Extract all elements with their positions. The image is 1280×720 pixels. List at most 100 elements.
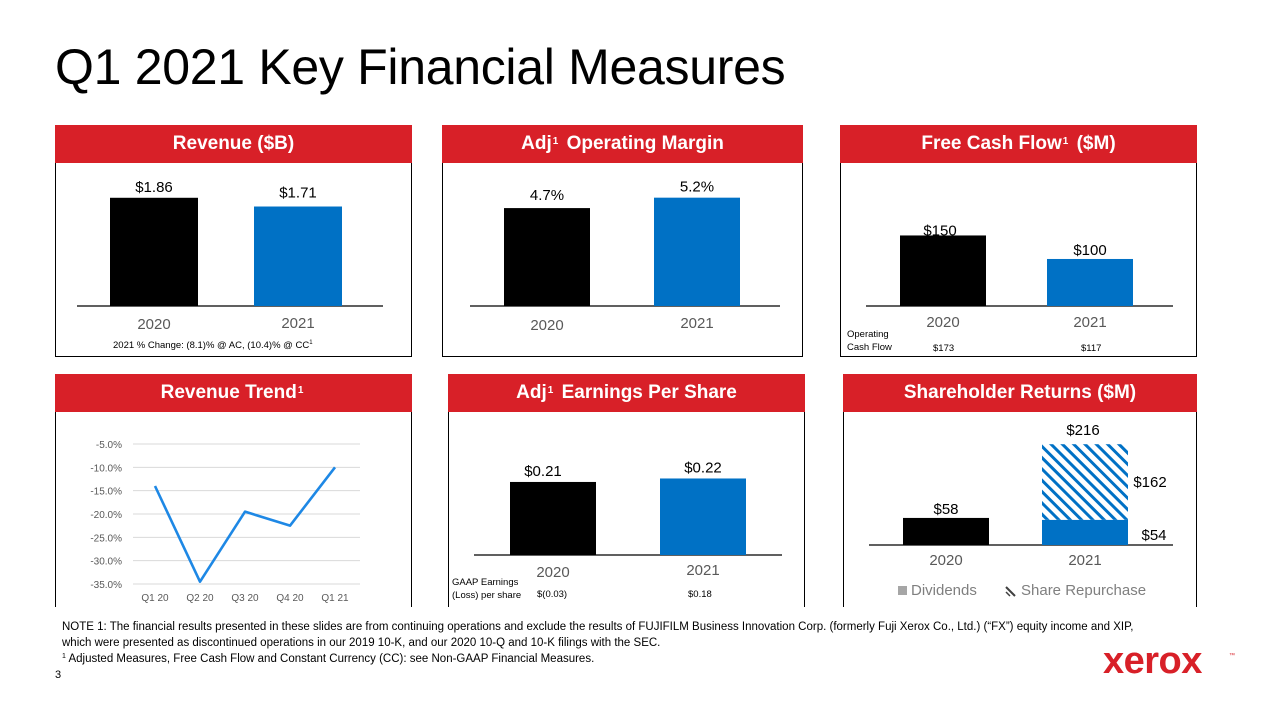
legend-repurchase-swatch xyxy=(1005,585,1016,597)
adj_eps-category-2020: 2020 xyxy=(536,564,569,581)
revenue-trend-panel-header: Revenue Trend 1 xyxy=(55,374,412,412)
adj-eps-panel-body xyxy=(448,412,805,607)
legend-dividends: Dividends xyxy=(898,582,977,599)
note-1-line-1: NOTE 1: The financial results presented … xyxy=(62,621,1134,633)
fcf-row-label-2: Cash Flow xyxy=(847,342,892,353)
revenue-bar-2020 xyxy=(110,197,198,306)
adj_eps-label-2020: $0.21 xyxy=(524,463,562,480)
revenue-panel: Revenue ($B) $1.86 2020 $1.71 2021 2021 % C… xyxy=(55,125,412,357)
revenue-trend-xtick: Q4 20 xyxy=(276,593,304,604)
fcf-bar-2020 xyxy=(900,235,986,306)
footnotes: NOTE 1: The financial results presented … xyxy=(62,619,1242,667)
revenue-chart: $1.86 2020 $1.71 2021 xyxy=(77,179,383,333)
eps-gaap-2020: $(0.03) xyxy=(537,589,568,600)
fcf-panel-body xyxy=(840,163,1197,357)
fcf-op-cf-2020: $173 xyxy=(933,343,955,354)
shareholder-category-2020: 2020 xyxy=(929,552,962,569)
revenue-change-footnote: 2021 % Change: (8.1)% @ AC, (10.4)% @ CC… xyxy=(113,340,313,351)
adj_op_margin-category-2021: 2021 xyxy=(680,315,713,332)
eps-gaap-2021: $0.18 xyxy=(688,589,712,600)
revenue-trend-ytick: -30.0% xyxy=(90,557,122,568)
xerox-logo-tm: ™ xyxy=(1229,653,1235,659)
legend-repurchase: Share Repurchase xyxy=(1005,582,1146,599)
shareholder-chart: 2020 2021 $58 $54 $162 $216 xyxy=(869,422,1173,569)
revenue-trend-ytick: -35.0% xyxy=(90,580,122,591)
fcf-title-pre: Free Cash Flow xyxy=(921,133,1062,154)
eps-row-label-1: GAAP Earnings xyxy=(452,577,519,588)
shareholder-panel-body xyxy=(843,412,1197,607)
fcf-category-2020: 2020 xyxy=(926,314,959,331)
fcf-bar-2021 xyxy=(1047,258,1133,306)
shareholder-dividends-bar-2020 xyxy=(903,517,989,545)
note-2-sup: 1 xyxy=(62,653,66,660)
adj_op_margin-category-2020: 2020 xyxy=(530,317,563,334)
adj_op_margin-label-2020: 4.7% xyxy=(530,187,564,204)
slide-title: Q1 2021 Key Financial Measures xyxy=(55,39,786,95)
fcf-row-label: Operating Cash Flow xyxy=(847,328,892,354)
adj-op-margin-chart: 4.7% 2020 5.2% 2021 xyxy=(470,179,780,334)
shareholder-title: Shareholder Returns ($M) xyxy=(903,382,1137,403)
adj-op-margin-title-sup: 1 xyxy=(552,135,559,147)
revenue-panel-title: Revenue ($B) xyxy=(172,133,295,154)
legend-dividends-label: Dividends xyxy=(911,582,977,599)
revenue-trend-xtick: Q1 20 xyxy=(141,593,169,604)
adj-op-margin-title-pre: Adj xyxy=(521,133,552,154)
adj_op_margin-bar-2020 xyxy=(504,208,590,306)
revenue-trend-ytick: -10.0% xyxy=(90,463,122,474)
revenue-trend-line xyxy=(153,466,337,583)
shareholder-dividends-label-2020: $58 xyxy=(933,501,958,518)
shareholder-total-label-2021: $216 xyxy=(1066,422,1099,439)
revenue-trend-chart: -5.0% -10.0% -15.0% -20.0% -25.0% -30.0% -35.0… xyxy=(90,440,360,604)
revenue-trend-ytick: -25.0% xyxy=(90,533,122,544)
legend-repurchase-label: Share Repurchase xyxy=(1021,582,1147,599)
revenue-trend-title: Revenue Trend xyxy=(160,382,297,403)
revenue-label-2020: $1.86 xyxy=(135,179,173,196)
fcf-label-2021: $100 xyxy=(1073,242,1106,259)
adj-eps-panel: Adj 1 Earnings Per Share $0.21 2020 $0.22 20… xyxy=(448,374,805,607)
revenue-category-2021: 2021 xyxy=(281,315,314,332)
adj-eps-title-sup: 1 xyxy=(547,384,554,396)
revenue-panel-body xyxy=(55,163,412,357)
adj-eps-chart: $0.21 2020 $0.22 2021 xyxy=(474,459,782,581)
note-2: 1 Adjusted Measures, Free Cash Flow and … xyxy=(62,651,1242,667)
revenue-trend-panel-body xyxy=(55,412,412,607)
revenue-trend-xtick: Q3 20 xyxy=(231,593,259,604)
shareholder-dividends-label-2021: $54 xyxy=(1141,527,1166,544)
revenue-trend-ytick: -15.0% xyxy=(90,487,122,498)
shareholder-category-2021: 2021 xyxy=(1068,552,1101,569)
eps-row-label-2: (Loss) per share xyxy=(452,590,522,601)
revenue-trend-title-sup: 1 xyxy=(297,384,304,396)
adj-eps-title-pre: Adj xyxy=(516,382,547,403)
fcf-chart: $150 2020 $100 2021 xyxy=(866,222,1173,331)
revenue-panel-header: Revenue ($B) xyxy=(55,125,412,163)
fcf-row-label-1: Operating xyxy=(847,329,889,340)
shareholder-dividends-bar-2021 xyxy=(1042,519,1128,545)
fcf-panel: Free Cash Flow 1 ($M) $150 2020 $100 2021 Op… xyxy=(840,125,1197,357)
note-2-text: Adjusted Measures, Free Cash Flow and Co… xyxy=(65,653,595,665)
adj-eps-title-post: Earnings Per Share xyxy=(556,382,737,403)
adj_eps-label-2021: $0.22 xyxy=(684,459,722,476)
fcf-title-post: ($M) xyxy=(1071,133,1116,154)
adj-eps-panel-header: Adj 1 Earnings Per Share xyxy=(448,374,805,412)
adj_eps-category-2021: 2021 xyxy=(686,562,719,579)
shareholder-panel: Shareholder Returns ($M) 2020 2021 $58 $54 $… xyxy=(843,374,1197,607)
revenue-bar-2021 xyxy=(254,206,342,306)
revenue-trend-panel: Revenue Trend 1 -5.0% -10.0% -15.0% -20.0% -2… xyxy=(55,374,412,607)
adj_eps-bar-2020 xyxy=(510,481,596,555)
revenue-trend-xtick: Q1 21 xyxy=(321,593,349,604)
adj-op-margin-panel-body xyxy=(442,163,803,357)
adj_op_margin-bar-2021 xyxy=(654,197,740,306)
shareholder-repurchase-bar-2021 xyxy=(1042,444,1128,520)
fcf-op-cf-2021: $117 xyxy=(1081,343,1102,354)
note-1-line-2: which were presented as discontinued ope… xyxy=(62,637,661,649)
revenue-trend-xtick: Q2 20 xyxy=(186,593,214,604)
adj_eps-bar-2021 xyxy=(660,478,746,555)
fcf-title-sup: 1 xyxy=(1062,135,1069,147)
shareholder-panel-header: Shareholder Returns ($M) xyxy=(843,374,1197,412)
revenue-trend-ytick: -20.0% xyxy=(90,510,122,521)
shareholder-repurchase-label-2021: $162 xyxy=(1133,474,1166,491)
adj_op_margin-label-2021: 5.2% xyxy=(680,179,714,196)
fcf-category-2021: 2021 xyxy=(1073,314,1106,331)
revenue-trend-ytick: -5.0% xyxy=(96,440,122,451)
revenue-label-2021: $1.71 xyxy=(279,185,317,202)
